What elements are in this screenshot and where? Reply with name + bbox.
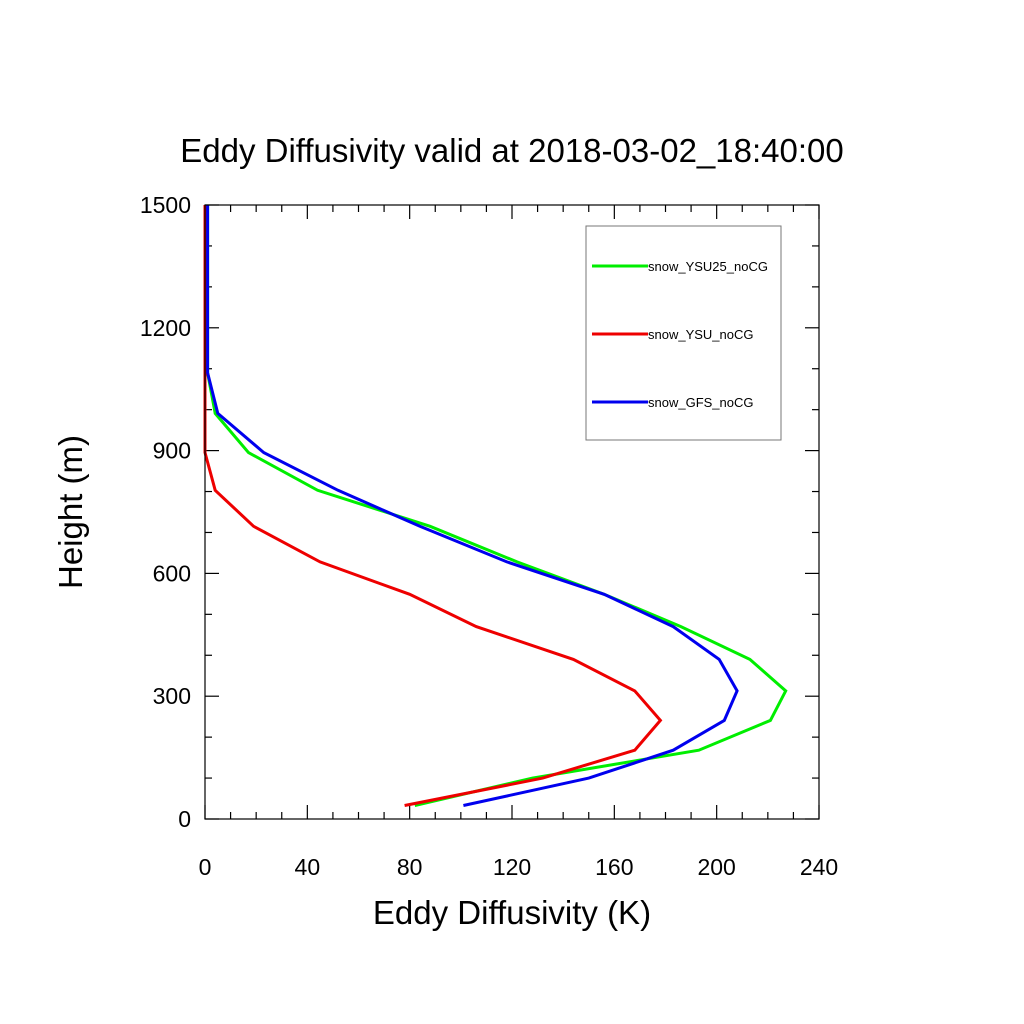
series-lines [203, 205, 788, 807]
legend-items: snow_YSU25_noCG snow_YSU_noCG snow_GFS_noC… [592, 259, 768, 410]
x-axis-label: Eddy Diffusivity (K) [373, 894, 651, 931]
x-tick-label: 120 [493, 854, 531, 880]
y-axis-label: Height (m) [52, 435, 89, 589]
series-line-3 [206, 205, 739, 807]
x-tick-label: 0 [199, 854, 212, 880]
y-tick-label: 1500 [140, 192, 191, 218]
legend: snow_YSU25_noCG snow_YSU_noCG snow_GFS_noC… [585, 225, 782, 441]
y-tick-label: 600 [153, 560, 191, 586]
y-tick-label: 300 [153, 683, 191, 709]
y-tick-label: 0 [178, 806, 191, 832]
series-line-2 [203, 205, 663, 807]
x-tick-label: 80 [397, 854, 423, 880]
chart-title: Eddy Diffusivity valid at 2018-03-02_18:… [180, 132, 843, 169]
x-tick-label: 160 [595, 854, 633, 880]
axis-tick-labels: 0 40 80 120 160 200 240 0 300 600 900 1200 1500 [140, 192, 838, 880]
x-tick-label: 240 [800, 854, 838, 880]
legend-label-3: snow_GFS_noCG [648, 395, 754, 410]
x-tick-label: 40 [295, 854, 321, 880]
x-tick-label: 200 [697, 854, 735, 880]
legend-box [585, 225, 782, 441]
y-tick-label: 900 [153, 438, 191, 464]
axis-ticks [204, 204, 820, 820]
legend-label-1: snow_YSU25_noCG [648, 259, 768, 274]
legend-label-2: snow_YSU_noCG [648, 327, 754, 342]
series-line-1 [206, 205, 788, 807]
plot-frame [204, 204, 820, 820]
y-tick-label: 1200 [140, 315, 191, 341]
